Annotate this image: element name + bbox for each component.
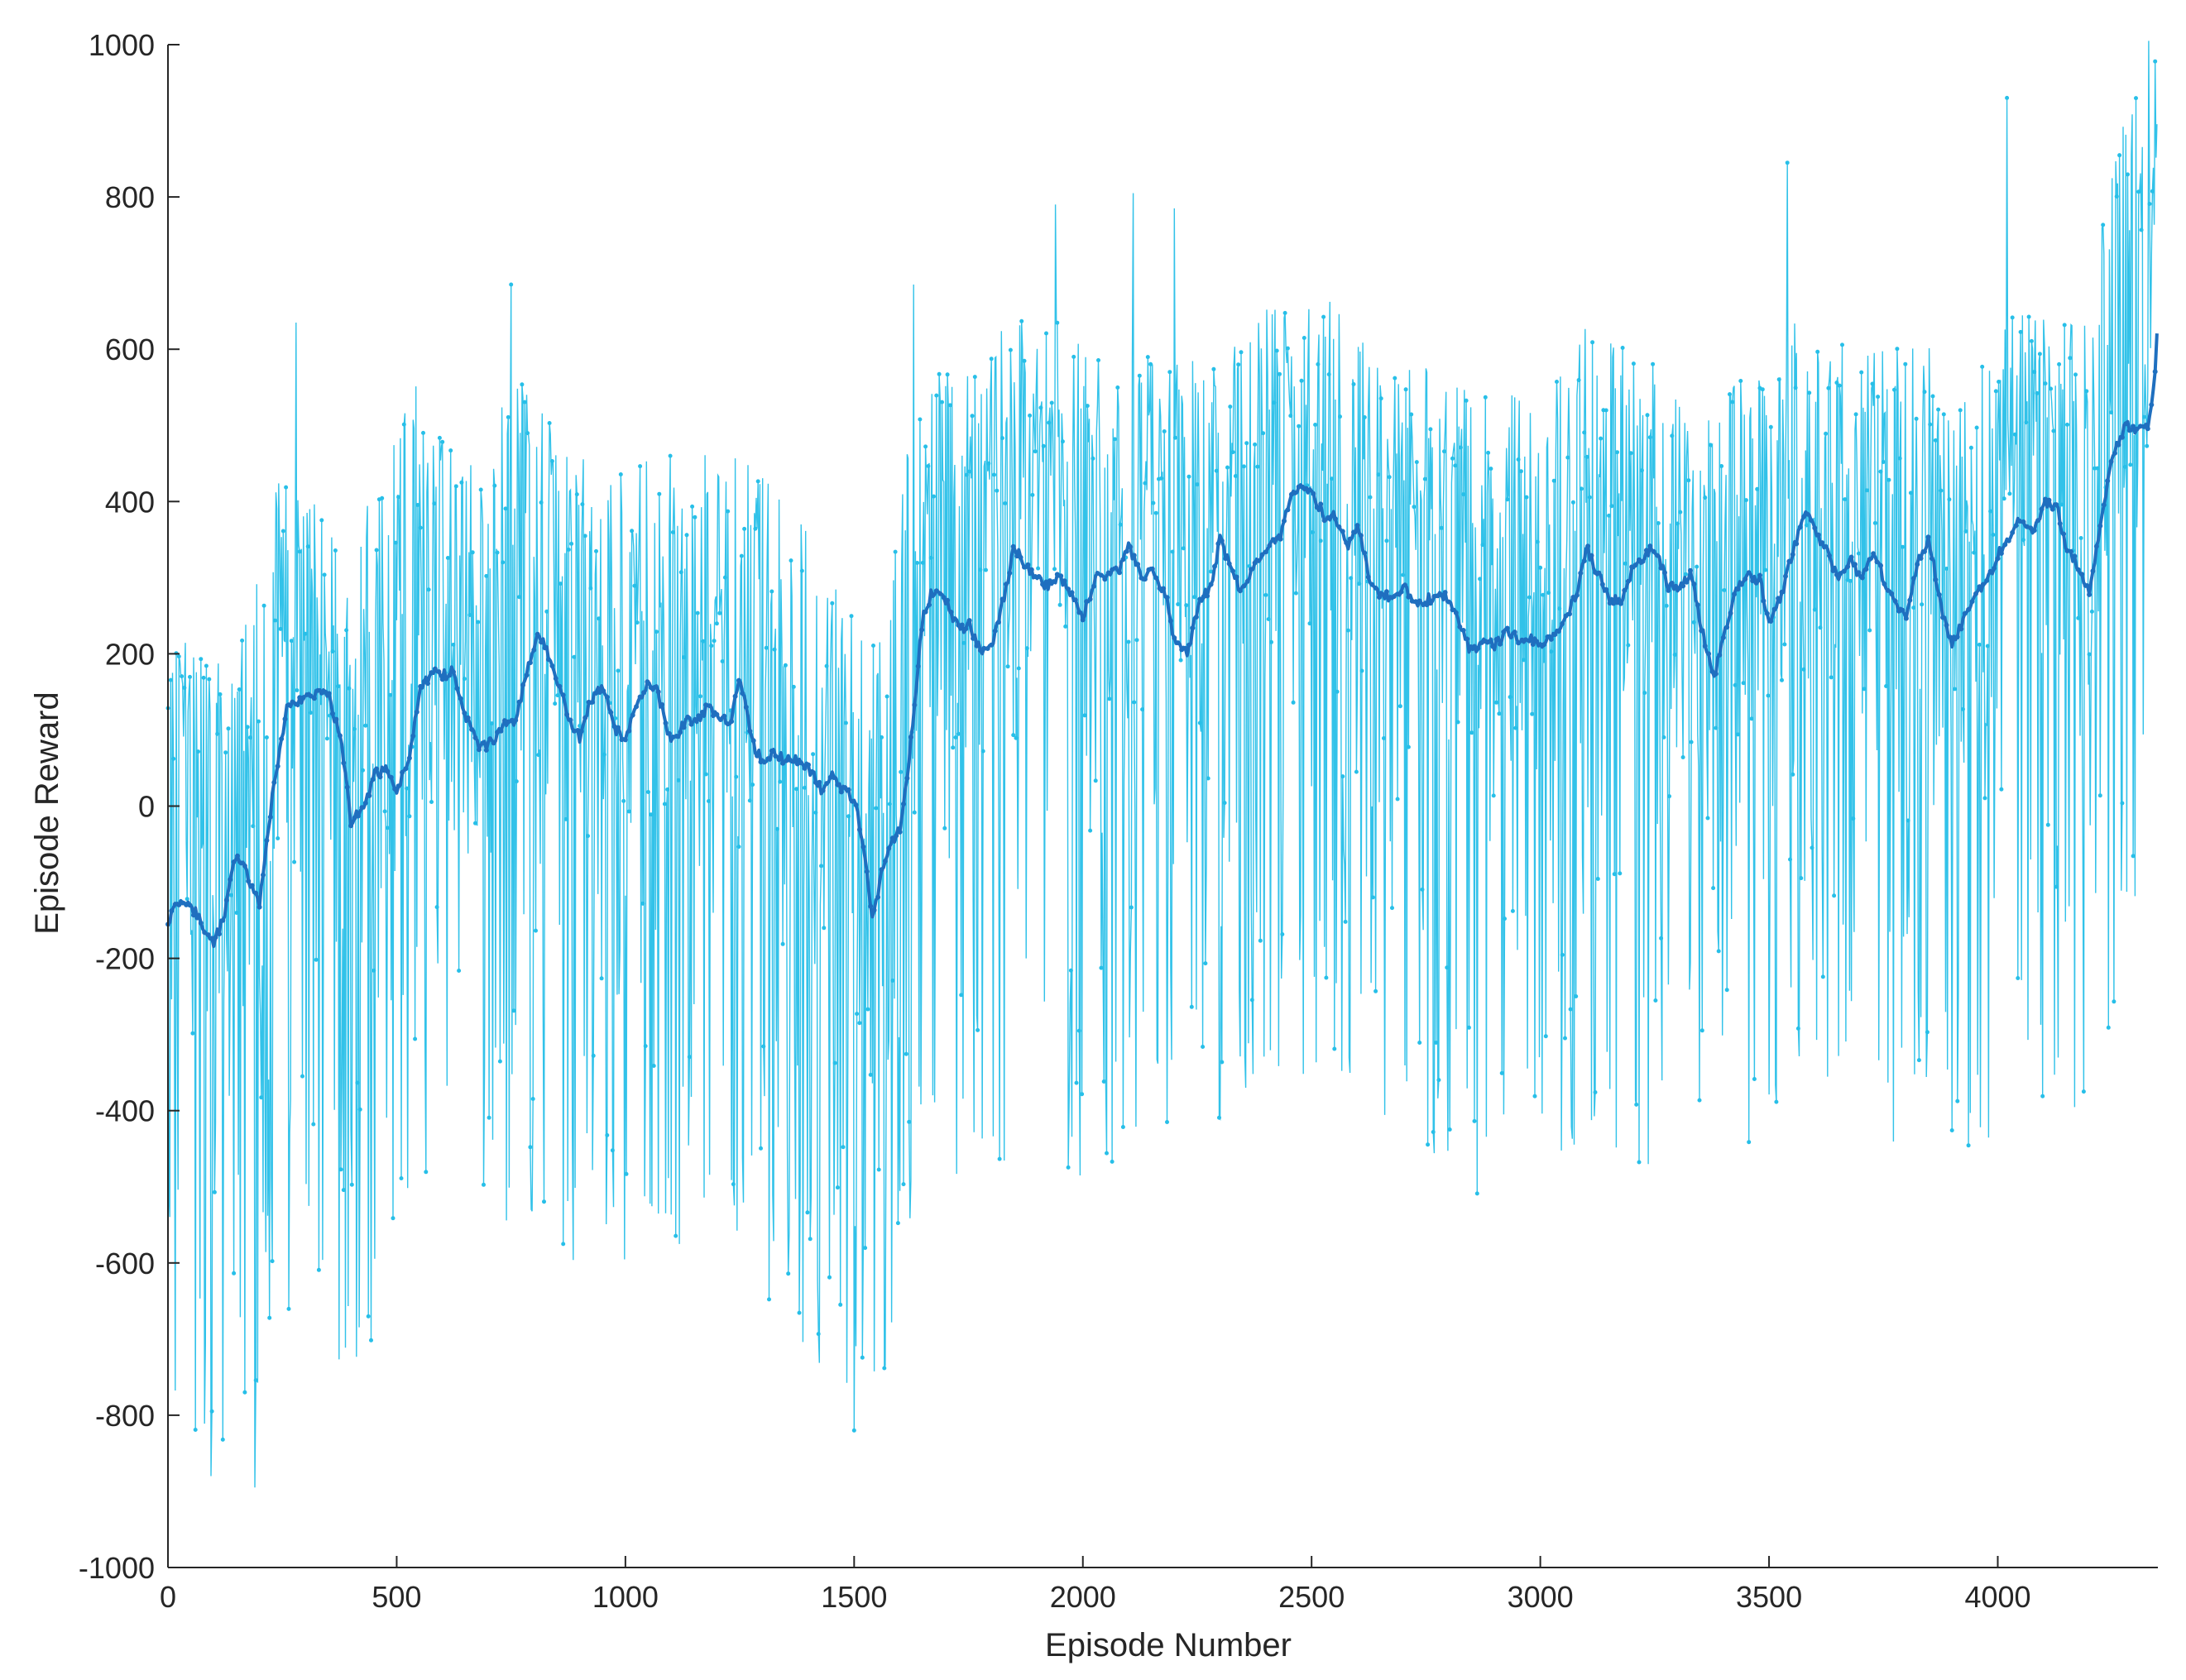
y-tick-label: 600 xyxy=(105,333,155,366)
episode-reward-line xyxy=(167,41,2158,1488)
y-tick-label: 1000 xyxy=(89,28,155,62)
x-tick-label: 0 xyxy=(160,1580,176,1614)
x-tick-label: 3000 xyxy=(1508,1580,1574,1614)
episode-reward-markers xyxy=(165,59,2158,1442)
average-reward-series xyxy=(165,333,2159,949)
x-axis-label: Episode Number xyxy=(1045,1627,1292,1663)
episode-reward-series xyxy=(165,41,2158,1488)
y-tick-label: -400 xyxy=(95,1094,155,1128)
plot-area xyxy=(165,41,2159,1488)
x-tick-label: 1500 xyxy=(821,1580,887,1614)
y-tick-label: 0 xyxy=(138,790,155,824)
x-tick-label: 2000 xyxy=(1050,1580,1116,1614)
axes xyxy=(167,44,2158,1568)
y-tick-label: 400 xyxy=(105,485,155,519)
x-tick-label: 4000 xyxy=(1964,1580,2030,1614)
y-tick-label: -600 xyxy=(95,1247,155,1280)
y-tick-label: -200 xyxy=(95,942,155,976)
x-tick-label: 1000 xyxy=(592,1580,659,1614)
y-axis-label: Episode Reward xyxy=(29,692,65,935)
x-tick-label: 3500 xyxy=(1736,1580,1802,1614)
y-tick-label: -1000 xyxy=(79,1551,155,1585)
x-tick-label: 2500 xyxy=(1278,1580,1345,1614)
x-tick-label: 500 xyxy=(372,1580,421,1614)
y-tick-label: 200 xyxy=(105,637,155,671)
y-tick-label: -800 xyxy=(95,1399,155,1433)
tick-labels: 0 500 1000 1500 2000 2500 3000 3500 4000-1000-80… xyxy=(79,28,2031,1614)
y-tick-label: 800 xyxy=(105,180,155,214)
